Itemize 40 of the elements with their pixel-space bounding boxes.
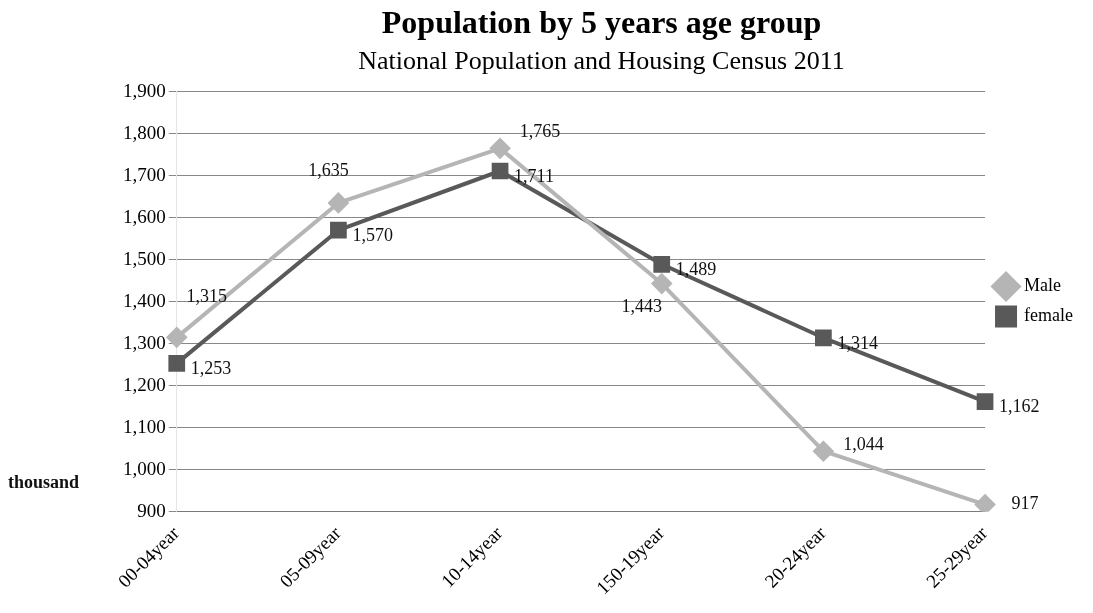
point bbox=[975, 494, 996, 512]
point bbox=[330, 221, 347, 239]
y-tick-label: 1,700 bbox=[123, 163, 166, 185]
point bbox=[815, 329, 832, 347]
y-tick-label: 1,100 bbox=[123, 415, 166, 437]
y-axis-title: thousand bbox=[8, 472, 80, 493]
data-label: 1,711 bbox=[514, 165, 554, 186]
data-label: 1,443 bbox=[621, 296, 662, 317]
legend-label: female bbox=[1024, 305, 1074, 326]
point bbox=[168, 355, 186, 372]
data-label: 1,162 bbox=[999, 396, 1040, 417]
data-label: 1,253 bbox=[190, 358, 232, 379]
legend-label: Male bbox=[1024, 275, 1062, 296]
point bbox=[166, 327, 187, 348]
data-label: 1,489 bbox=[675, 258, 717, 279]
chart-subtitle: National Population and Housing Census 2011 bbox=[358, 45, 845, 75]
point bbox=[653, 255, 671, 273]
data-label: 1,635 bbox=[308, 159, 349, 180]
y-tick-label: 1,000 bbox=[123, 457, 166, 479]
y-tick-label: 1,600 bbox=[123, 205, 166, 227]
point bbox=[976, 393, 994, 410]
data-label: 1,314 bbox=[837, 332, 878, 353]
y-tick-label: 1,200 bbox=[123, 373, 166, 395]
point bbox=[651, 273, 672, 294]
y-tick-label: 1,500 bbox=[123, 247, 166, 269]
point bbox=[813, 441, 834, 462]
point bbox=[491, 162, 509, 180]
y-tick-label: 1,400 bbox=[123, 289, 166, 311]
data-label: 1,765 bbox=[519, 121, 561, 142]
point bbox=[490, 138, 511, 159]
chart-title: Population by 5 years age group bbox=[381, 4, 822, 41]
data-label: 1,570 bbox=[352, 224, 393, 245]
y-tick-label: 1,300 bbox=[123, 331, 166, 353]
data-label: 1,044 bbox=[843, 433, 884, 454]
data-label: 917 bbox=[1011, 493, 1039, 514]
point bbox=[328, 192, 349, 213]
data-label: 1,315 bbox=[186, 286, 227, 307]
y-tick-label: 900 bbox=[137, 499, 166, 521]
y-tick-label: 1,800 bbox=[123, 121, 166, 143]
y-tick-label: 1,900 bbox=[123, 79, 166, 101]
